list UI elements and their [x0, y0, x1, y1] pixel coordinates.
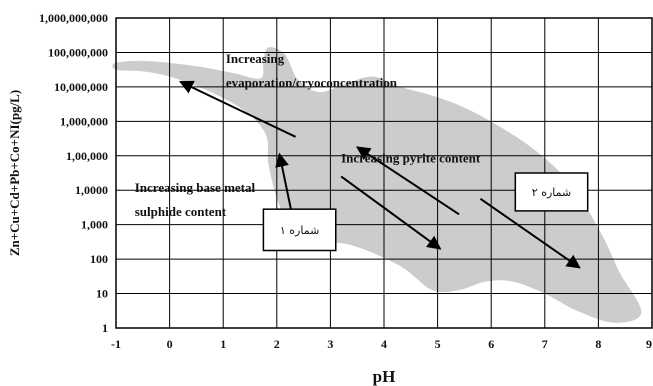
plot-frame [115, 17, 653, 329]
annotation-base: sulphide content [135, 204, 227, 219]
x-tick-labels: -1 0 1 2 3 4 5 6 7 8 9 [111, 337, 652, 351]
x-tick-label: 9 [646, 337, 652, 351]
down-arrow-2 [479, 198, 581, 269]
region-layer [112, 47, 642, 323]
annotation-evap: evaporation/cryoconcentration [226, 75, 398, 90]
y-tick-label: 10,000,000 [54, 80, 108, 94]
box2-label: شماره ۲ [532, 186, 571, 199]
annotation-base: Increasing base metal [135, 180, 256, 195]
x-tick-label: 4 [381, 337, 387, 351]
pyrite-arrow [356, 146, 460, 216]
x-axis-title: pH [373, 367, 396, 386]
boxes-layer: شماره ۱ شماره ۲ [262, 172, 589, 252]
x-tick-label: 5 [435, 337, 441, 351]
y-tick-label: 1,000,000,000 [39, 11, 108, 25]
annotations-layer: Increasing evaporation/cryoconcentration I… [135, 51, 481, 219]
y-tick-label: 1,00,000 [66, 149, 108, 163]
box1 [262, 208, 337, 252]
x-tick-label: 3 [327, 337, 333, 351]
x-tick-label: 6 [488, 337, 494, 351]
x-tick-label: -1 [111, 337, 121, 351]
y-axis-title: Zn+Cu+Cd+Pb+Co+NI(pg/L) [7, 90, 22, 256]
y-tick-label: 1,0000 [75, 183, 108, 197]
annotation-evap: Increasing [226, 51, 285, 66]
y-tick-label: 10 [96, 287, 108, 301]
y-tick-label: 1 [102, 321, 108, 335]
x-tick-label: 8 [595, 337, 601, 351]
box1-label: شماره ۱ [280, 224, 319, 237]
y-tick-label: 100,000,000 [48, 45, 108, 59]
x-tick-label: 2 [274, 337, 280, 351]
y-tick-label: 1,000 [81, 218, 108, 232]
x-tick-label: 0 [167, 337, 173, 351]
x-tick-label: 7 [542, 337, 548, 351]
evap-arrow [179, 80, 296, 138]
y-tick-labels: 1 10 100 1,000 1,0000 1,00,000 1,000,000 10,000… [39, 11, 108, 335]
annotation-pyrite: Increasing pyrite content [341, 151, 481, 166]
y-tick-label: 1,000,000 [60, 114, 108, 128]
box2 [514, 172, 589, 212]
data-region [112, 47, 642, 323]
down-arrow-1 [340, 175, 442, 250]
y-tick-label: 100 [90, 252, 108, 266]
x-tick-label: 1 [220, 337, 226, 351]
